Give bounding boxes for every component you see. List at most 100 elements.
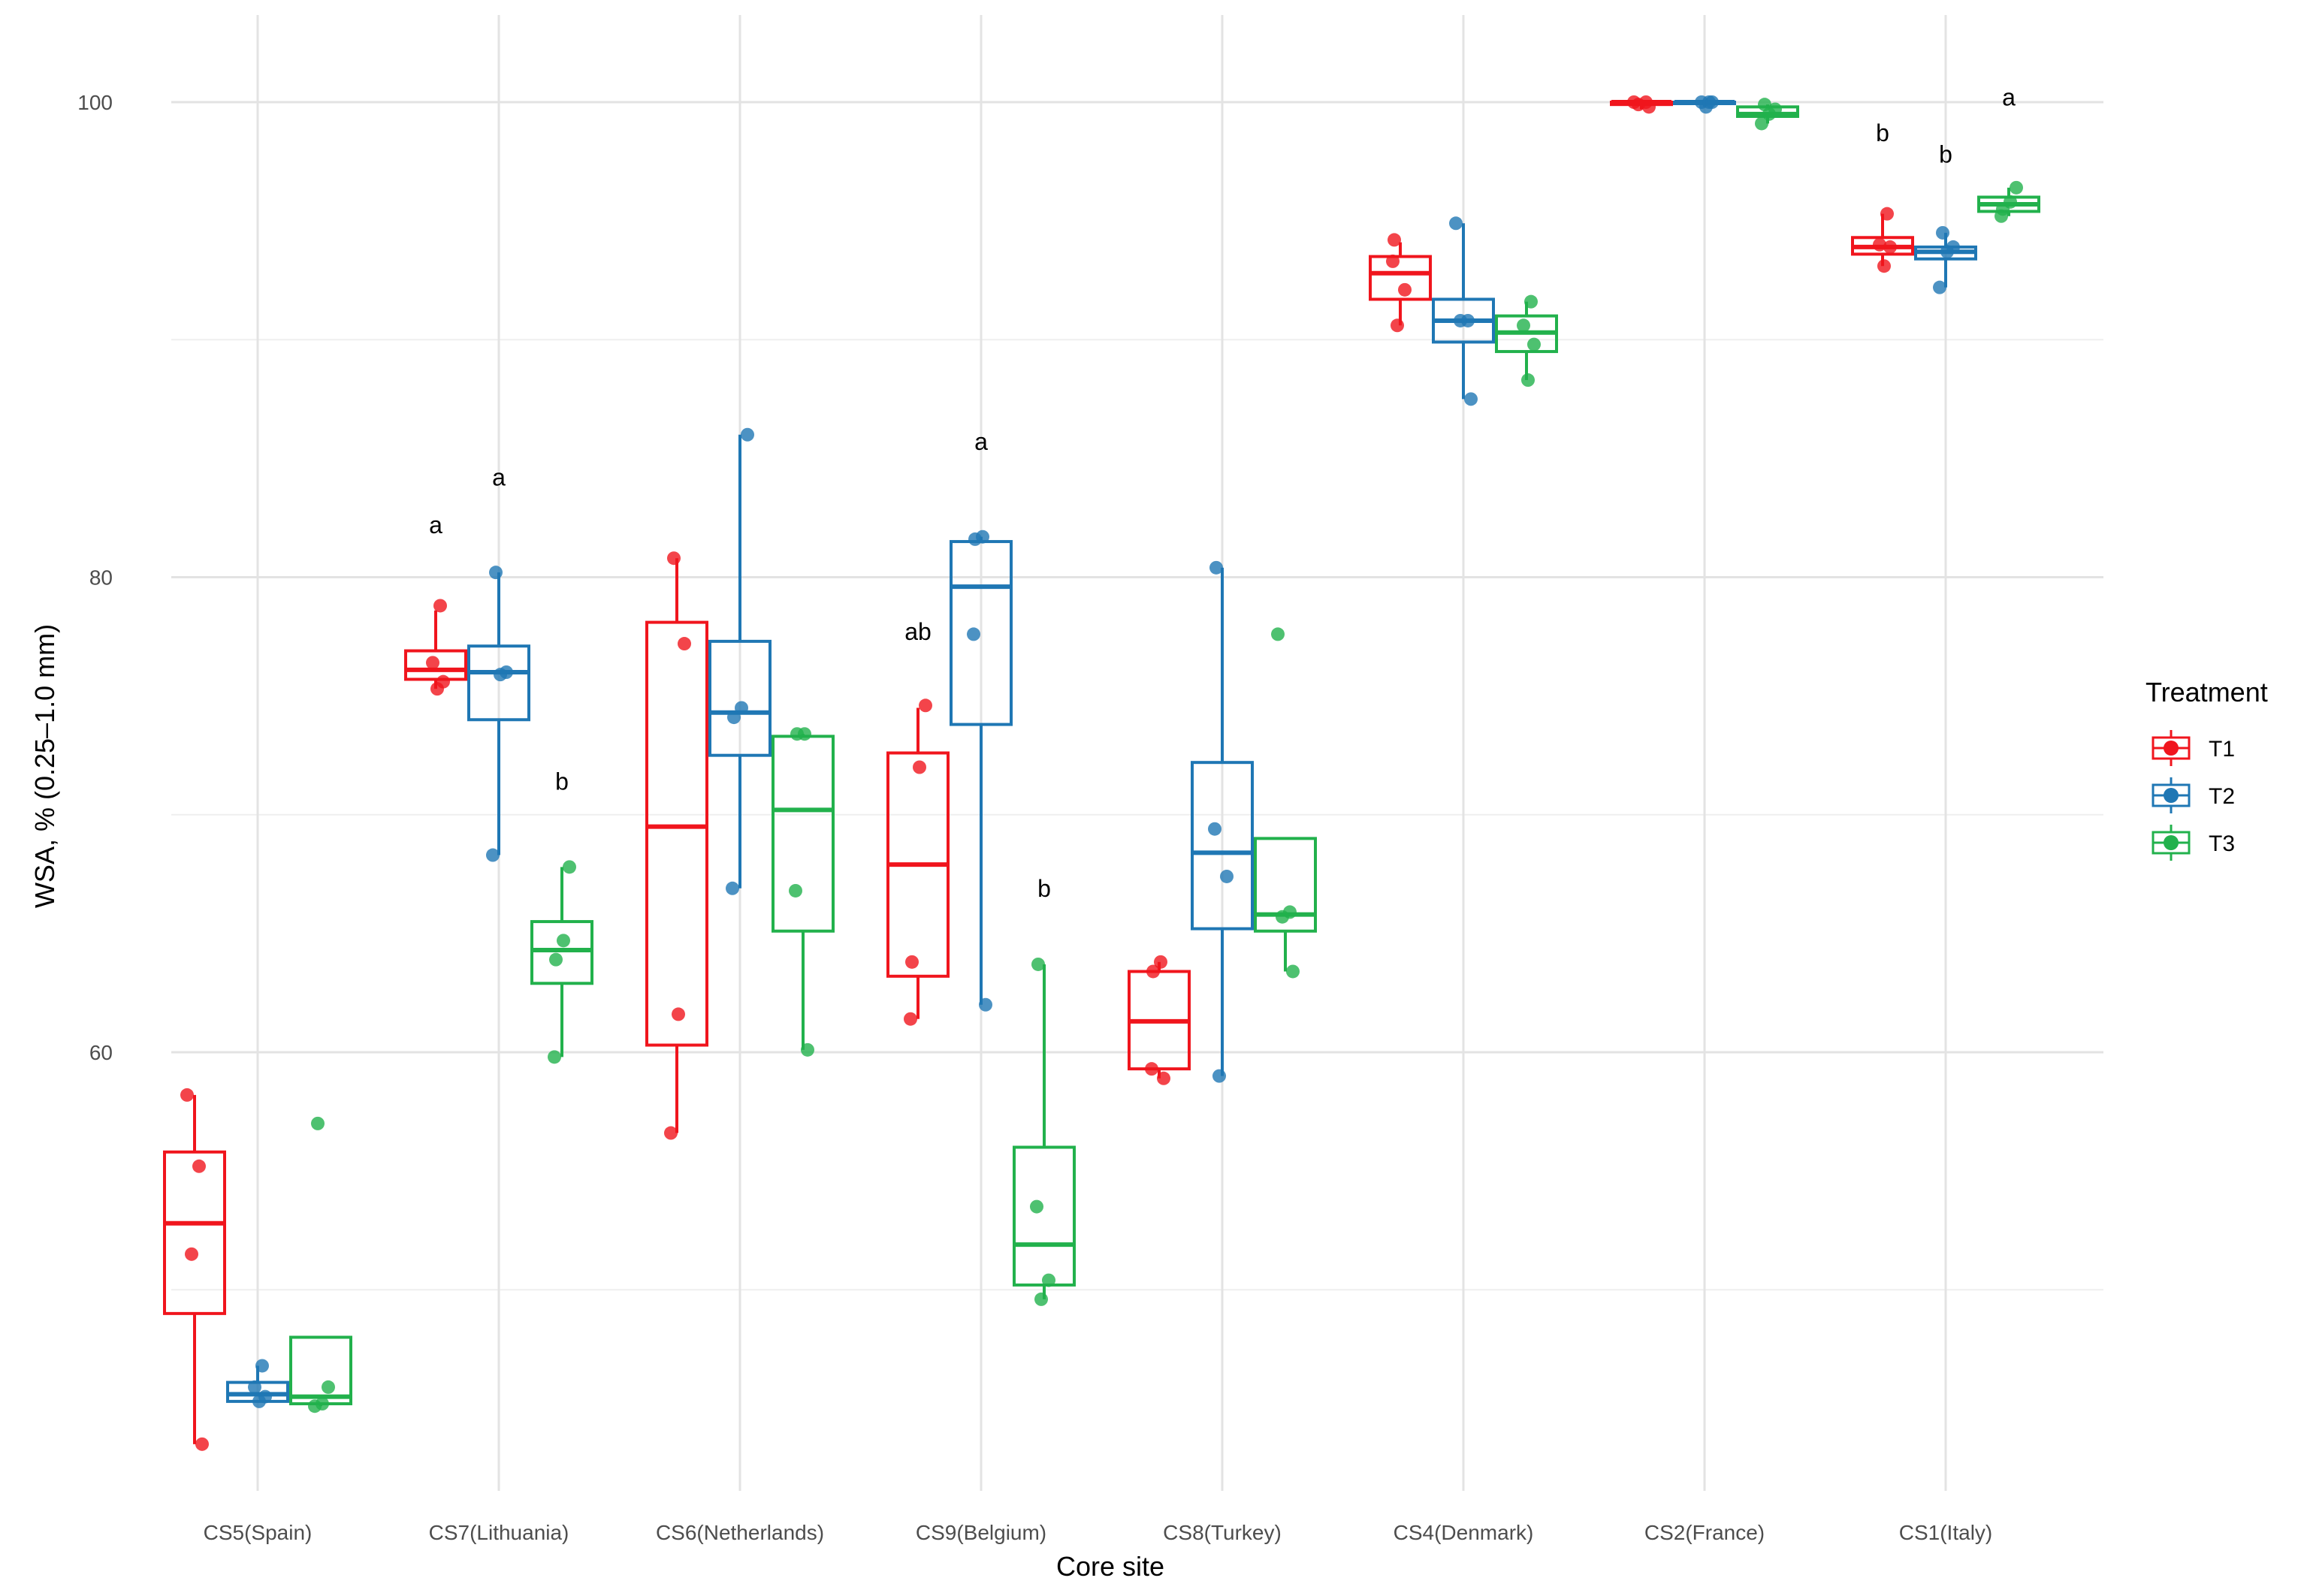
significance-letter: a xyxy=(2002,84,2016,111)
data-point xyxy=(1276,910,1289,924)
legend-label: T1 xyxy=(2209,737,2235,762)
data-point xyxy=(1454,313,1467,327)
data-point xyxy=(426,656,439,670)
box-t3-cs6-netherlands xyxy=(772,734,835,1050)
significance-letter: ab xyxy=(904,618,932,645)
data-point xyxy=(664,1126,678,1140)
box-iqr xyxy=(530,920,593,985)
significance-letter: b xyxy=(1939,141,1952,168)
data-point xyxy=(1524,294,1538,309)
box-t1-cs9-belgium xyxy=(886,707,950,1019)
data-point xyxy=(678,637,691,651)
legend-key-point xyxy=(2164,788,2179,803)
data-point xyxy=(252,1394,266,1408)
data-point xyxy=(1388,233,1401,247)
data-point xyxy=(967,627,980,641)
x-tick-label: CS5(Spain) xyxy=(204,1521,313,1544)
data-point xyxy=(735,701,748,715)
data-point xyxy=(1699,100,1713,114)
significance-letter: b xyxy=(555,768,569,795)
data-point xyxy=(563,860,576,874)
box-iqr xyxy=(289,1335,352,1406)
data-point xyxy=(1517,318,1530,333)
data-point xyxy=(1449,216,1463,231)
box-t2-cs7-lithuania xyxy=(467,572,530,855)
significance-letter: a xyxy=(492,464,506,491)
y-tick-label: 80 xyxy=(89,566,113,590)
data-point xyxy=(801,1042,814,1057)
legend-key-point xyxy=(2164,741,2179,756)
data-point xyxy=(1755,116,1768,131)
data-point xyxy=(1146,964,1160,979)
data-point xyxy=(790,727,804,741)
box-t2-cs4-denmark xyxy=(1432,223,1495,400)
data-point xyxy=(667,551,681,566)
data-point xyxy=(1030,1199,1043,1214)
x-tick-label: CS9(Belgium) xyxy=(916,1521,1046,1544)
box-iqr xyxy=(1254,837,1317,933)
data-point xyxy=(1391,318,1404,333)
significance-letter: a xyxy=(429,511,442,539)
box-t1-cs4-denmark xyxy=(1369,242,1432,326)
data-point xyxy=(494,668,507,682)
significance-letter: b xyxy=(1876,119,1889,146)
y-axis-ticks: 60 80 100 xyxy=(77,91,113,1064)
data-point xyxy=(1031,957,1045,971)
box-t1-cs8-turkey xyxy=(1128,961,1191,1079)
data-point xyxy=(185,1247,198,1261)
box-t3-cs9-belgium xyxy=(1013,964,1076,1299)
box-t3-cs5-spain xyxy=(289,1335,352,1407)
data-point xyxy=(430,682,444,696)
box-iqr xyxy=(1191,761,1254,931)
x-axis-ticks: CS5(Spain) CS7(Lithuania) CS6(Netherlands)… xyxy=(204,1521,1993,1544)
data-point xyxy=(1933,280,1946,294)
x-tick-label: CS7(Lithuania) xyxy=(429,1521,569,1544)
box-t3-cs4-denmark xyxy=(1495,301,1558,381)
box-iqr xyxy=(708,639,772,757)
box-iqr xyxy=(645,620,708,1047)
data-point xyxy=(1034,1292,1048,1306)
data-point xyxy=(1883,240,1897,254)
box-t2-cs8-turkey xyxy=(1191,567,1254,1076)
data-point xyxy=(1386,254,1400,268)
legend-label: T2 xyxy=(2209,784,2235,809)
legend-item-t2: T2 xyxy=(2152,777,2235,813)
data-point xyxy=(1271,627,1285,641)
data-point xyxy=(979,997,992,1012)
data-point xyxy=(1145,1062,1158,1076)
data-point xyxy=(1642,100,1656,114)
box-iqr xyxy=(404,649,467,681)
data-point xyxy=(1936,225,1949,240)
x-tick-label: CS8(Turkey) xyxy=(1163,1521,1282,1544)
box-t3-cs7-lithuania xyxy=(530,867,593,1057)
data-point xyxy=(557,934,570,948)
data-point xyxy=(489,566,503,580)
data-point xyxy=(913,760,926,774)
data-point xyxy=(308,1399,322,1413)
y-tick-label: 100 xyxy=(77,91,113,114)
y-tick-label: 60 xyxy=(89,1041,113,1064)
data-point xyxy=(919,698,932,713)
gridlines xyxy=(171,15,2103,1491)
data-point xyxy=(1286,964,1300,979)
data-point xyxy=(1880,207,1894,221)
data-point xyxy=(1157,1071,1170,1085)
box-t2-cs6-netherlands xyxy=(708,434,772,889)
data-point xyxy=(1220,869,1234,883)
box-t1-cs6-netherlands xyxy=(645,558,708,1133)
y-axis-title: WSA, % (0.25–1.0 mm) xyxy=(29,624,60,908)
box-iqr xyxy=(1013,1145,1076,1287)
data-point xyxy=(1398,282,1412,297)
data-point xyxy=(968,532,982,546)
data-point xyxy=(1464,392,1478,406)
data-point xyxy=(1995,209,2008,223)
data-point xyxy=(741,427,754,442)
data-point xyxy=(1873,237,1886,252)
data-point xyxy=(322,1380,335,1394)
box-iqr xyxy=(1369,255,1432,301)
significance-letter: a xyxy=(974,428,988,455)
legend-key-point xyxy=(2164,835,2179,850)
data-point xyxy=(904,1012,917,1026)
